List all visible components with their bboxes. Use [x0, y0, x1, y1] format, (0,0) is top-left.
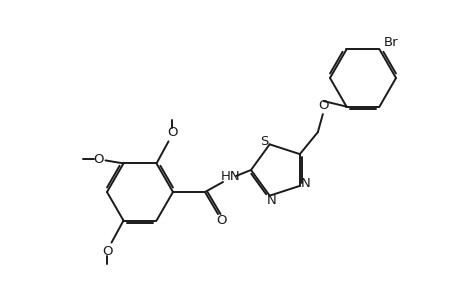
Text: O: O — [167, 126, 177, 139]
Text: HN: HN — [221, 170, 241, 184]
Text: S: S — [260, 135, 268, 148]
Text: N: N — [266, 194, 276, 207]
Text: O: O — [102, 245, 112, 258]
Text: Br: Br — [383, 36, 398, 49]
Text: O: O — [216, 214, 227, 226]
Text: O: O — [318, 99, 328, 112]
Text: O: O — [93, 153, 104, 166]
Text: N: N — [300, 177, 310, 190]
